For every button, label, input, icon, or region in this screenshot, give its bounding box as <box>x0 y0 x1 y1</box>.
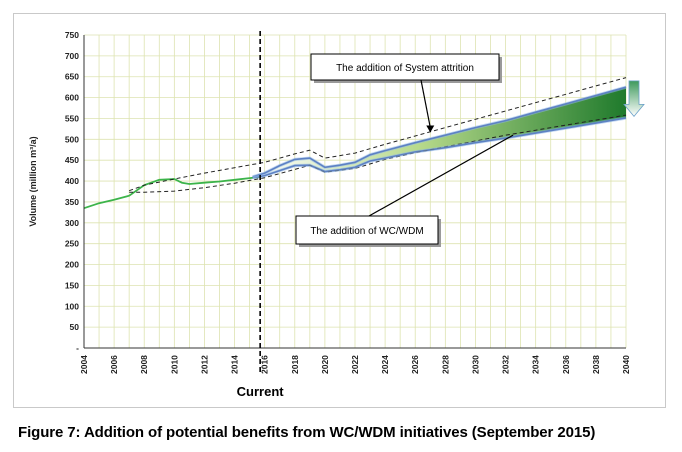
x-tick-label: 2010 <box>169 355 179 374</box>
x-tick-label: 2032 <box>501 355 511 374</box>
x-tick-label: 2014 <box>230 355 240 374</box>
y-tick-label: 150 <box>65 280 79 290</box>
y-tick-label: 300 <box>65 218 79 228</box>
x-tick-label: 2036 <box>561 355 571 374</box>
y-tick-label: 400 <box>65 176 79 186</box>
figure-caption: Figure 7: Addition of potential benefits… <box>18 424 596 441</box>
x-tick-label: 2030 <box>470 355 480 374</box>
chart: - 50 100 150 200 250 300 350 400 450 500 550 600 650 7… <box>28 30 645 399</box>
current-marker-label: Current <box>237 384 285 399</box>
x-tick-label: 2016 <box>260 355 270 374</box>
x-tick-label: 2020 <box>320 355 330 374</box>
annotation-system-attrition-box <box>310 53 500 81</box>
y-tick-label: 700 <box>65 51 79 61</box>
annotation-system-attrition-arrowhead <box>426 125 435 133</box>
x-tick-label: 2034 <box>531 355 541 374</box>
historical-demand-line <box>83 176 261 210</box>
y-tick-label: - <box>76 343 79 353</box>
y-tick-label: 450 <box>65 155 79 165</box>
x-tick-label: 2006 <box>109 355 119 374</box>
y-axis-title: Volume (million m³/a) <box>28 136 38 226</box>
annotation-wc-wdm-text: The addition of WC/WDM <box>310 226 423 237</box>
x-tick-label: 2024 <box>380 355 390 374</box>
y-tick-label: 650 <box>65 72 79 82</box>
y-tick-label: 600 <box>65 93 79 103</box>
reduction-down-arrow <box>623 80 645 118</box>
y-tick-label: 550 <box>65 113 79 123</box>
projection-dashed-upper-line <box>129 77 627 192</box>
y-tick-label: 250 <box>65 239 79 249</box>
x-tick-label: 2012 <box>199 355 209 374</box>
y-tick-label: 200 <box>65 260 79 270</box>
x-tick-label: 2038 <box>591 355 601 374</box>
x-tick-label: 2008 <box>139 355 149 374</box>
annotation-wc-wdm-pointer <box>368 134 514 217</box>
y-tick-label: 500 <box>65 134 79 144</box>
x-tick-label: 2028 <box>440 355 450 374</box>
y-tick-label: 350 <box>65 197 79 207</box>
scenario-halo-line <box>252 85 627 179</box>
figure-frame: - 50 100 150 200 250 300 350 400 450 500 550 600 650 7… <box>13 13 666 408</box>
annotation-system-attrition-arrow <box>420 79 431 128</box>
x-tick-label: 2026 <box>410 355 420 374</box>
annotation-wc-wdm-box <box>295 215 439 245</box>
x-tick-label: 2040 <box>621 355 631 374</box>
y-tick-label: 50 <box>70 322 80 332</box>
y-tick-label: 100 <box>65 301 79 311</box>
x-tick-label: 2022 <box>350 355 360 374</box>
scenario-halo-line <box>252 116 627 180</box>
y-tick-label: 750 <box>65 30 79 40</box>
x-tick-label: 2004 <box>79 355 89 374</box>
projection-dashed-lower-line <box>129 114 627 193</box>
annotation-system-attrition-text: The addition of System attrition <box>336 63 474 74</box>
x-tick-label: 2018 <box>290 355 300 374</box>
